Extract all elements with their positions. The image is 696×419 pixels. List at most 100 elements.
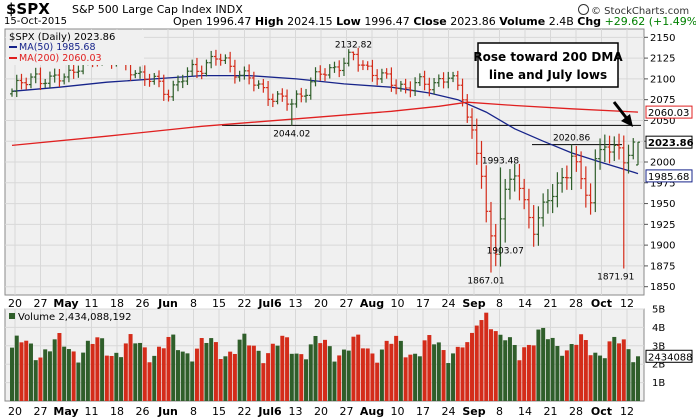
volume-bar bbox=[389, 343, 394, 401]
price-tick-label: 2000 bbox=[650, 158, 675, 169]
volume-bar bbox=[161, 348, 166, 401]
price-tick-label: 2100 bbox=[650, 74, 675, 85]
price-label: 2132.82 bbox=[335, 41, 372, 51]
volume-bar bbox=[204, 342, 209, 401]
volume-bar bbox=[436, 342, 441, 401]
price-tick-label: 1950 bbox=[650, 199, 675, 210]
date-tick-label: 27 bbox=[340, 405, 354, 418]
legend-ma200: MA(200) 2060.03 bbox=[19, 53, 102, 64]
date-tick-label: 13 bbox=[289, 405, 303, 418]
annotation: Rose toward 200 DMA line and July lows bbox=[473, 42, 633, 127]
volume-tick-label: 4B bbox=[652, 323, 665, 334]
volume-bar bbox=[33, 360, 38, 401]
price-tick-label: 2125 bbox=[650, 54, 675, 65]
volume-bar bbox=[52, 339, 57, 401]
volume-bar bbox=[147, 362, 152, 401]
volume-bar bbox=[142, 347, 147, 401]
volume-bar bbox=[256, 350, 261, 401]
volume-bar bbox=[185, 353, 190, 401]
volume-bar bbox=[522, 347, 527, 401]
volume-bar bbox=[237, 339, 242, 401]
volume-bar bbox=[555, 346, 560, 401]
volume-bar bbox=[579, 334, 584, 401]
volume-bar bbox=[123, 343, 128, 401]
volume-bar bbox=[583, 340, 588, 401]
volume-tick-label: 1B bbox=[652, 378, 665, 389]
price-axis: 1850187519001925195019752000202520502075… bbox=[644, 33, 694, 293]
volume-bar bbox=[413, 353, 418, 401]
price-tick-label: 2150 bbox=[650, 33, 675, 44]
price-label: 1903.07 bbox=[487, 247, 524, 257]
volume-bar bbox=[346, 350, 351, 401]
volume-bar bbox=[598, 355, 603, 401]
volume-bar bbox=[588, 355, 593, 401]
volume-bar bbox=[617, 343, 622, 401]
date-tick-label: 20 bbox=[314, 405, 328, 418]
date-tick-label: 24 bbox=[442, 297, 456, 310]
volume-bar bbox=[593, 352, 598, 401]
volume-bar bbox=[62, 346, 67, 401]
company-name: S&P 500 Large Cap Index INDX bbox=[72, 3, 243, 16]
volume-value: 2.4B bbox=[548, 15, 574, 28]
volume-bar bbox=[631, 362, 636, 401]
date-tick-label: 21 bbox=[544, 405, 558, 418]
volume-bar bbox=[294, 353, 299, 401]
volume-bar bbox=[194, 348, 199, 401]
high-label: High bbox=[254, 15, 284, 28]
volume-bar bbox=[109, 355, 114, 401]
volume-bar bbox=[446, 363, 451, 401]
volume-bar bbox=[71, 351, 76, 401]
volume-bar bbox=[479, 320, 484, 401]
date-tick-label: 17 bbox=[416, 405, 430, 418]
volume-bar bbox=[550, 337, 555, 401]
volume-bar bbox=[213, 342, 218, 401]
open-label: Open bbox=[173, 15, 203, 28]
volume-bar bbox=[417, 356, 422, 401]
volume-bar bbox=[152, 355, 157, 401]
volume-bar bbox=[228, 351, 233, 401]
low-label: Low bbox=[336, 15, 361, 28]
price-tick-label: 1875 bbox=[650, 261, 675, 272]
volume-tick-label: 2B bbox=[652, 360, 665, 371]
volume-bar bbox=[114, 352, 119, 401]
stockcharts-brand[interactable]: © StockCharts.com bbox=[578, 4, 689, 17]
volume-bar bbox=[14, 335, 19, 401]
price-label: 1993.48 bbox=[482, 156, 519, 166]
volume-bar bbox=[285, 337, 290, 401]
volume-bar bbox=[128, 334, 133, 401]
price-tick-label: 2075 bbox=[650, 95, 675, 106]
date-tick-label: 21 bbox=[544, 297, 558, 310]
volume-bar bbox=[375, 362, 380, 401]
price-tick-label: 1925 bbox=[650, 220, 675, 231]
volume-bar bbox=[351, 336, 356, 401]
volume-bar bbox=[43, 349, 48, 401]
date-tick-label: 26 bbox=[136, 297, 150, 310]
value-badge-text: 2060.03 bbox=[648, 108, 689, 119]
volume-bar bbox=[531, 345, 536, 401]
date-tick-label: Jun bbox=[157, 405, 178, 418]
date-tick-label: 22 bbox=[238, 297, 252, 310]
date-tick-label: Jun bbox=[157, 297, 178, 310]
volume-value-badge-text: 2434088 bbox=[648, 352, 693, 363]
legend-main: $SPX (Daily) 2023.86 bbox=[9, 32, 115, 43]
legend-ma50: MA(50) 1985.68 bbox=[19, 42, 96, 53]
date-tick-label: 8 bbox=[190, 405, 197, 418]
volume-bar bbox=[76, 362, 81, 401]
volume-bar bbox=[166, 336, 171, 401]
volume-bar bbox=[157, 346, 162, 401]
volume-tick-label: 5B bbox=[652, 305, 665, 316]
volume-value-badge bbox=[645, 349, 693, 363]
date-tick-label: 10 bbox=[391, 297, 405, 310]
volume-bar bbox=[138, 342, 143, 401]
volume-label: Volume bbox=[499, 15, 546, 28]
volume-bar bbox=[332, 361, 337, 401]
volume-bar bbox=[261, 363, 266, 401]
price-labels: 2132.82 2044.02 1993.48 1903.07 1867.01 2020.… bbox=[273, 41, 634, 287]
volume-bar bbox=[24, 340, 29, 401]
volume-bar bbox=[379, 349, 384, 401]
value-badge bbox=[645, 169, 693, 183]
date-tick-label: 26 bbox=[136, 405, 150, 418]
volume-bar bbox=[398, 340, 403, 401]
date-tick-label: 12 bbox=[620, 405, 634, 418]
volume-legend-swatch bbox=[9, 313, 15, 319]
